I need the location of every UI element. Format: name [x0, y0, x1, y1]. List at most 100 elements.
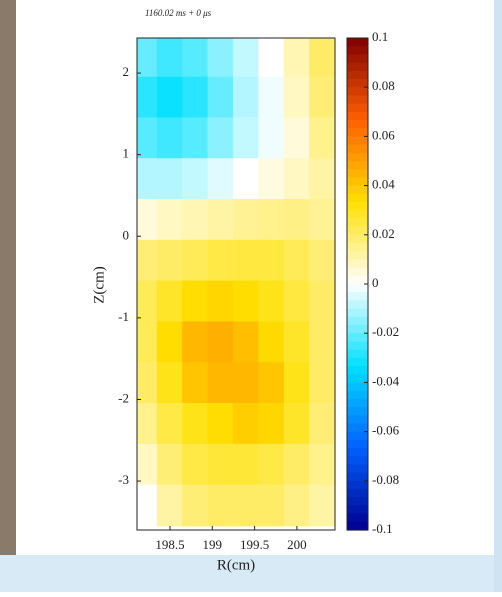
background-photo	[0, 0, 16, 560]
cell	[258, 239, 285, 282]
cell	[137, 239, 158, 282]
colorbar-segment	[347, 177, 368, 187]
cell	[258, 443, 285, 486]
cell	[137, 443, 158, 486]
chart-title: 1160.02 ms + 0 μs	[145, 8, 212, 18]
colorbar-segment	[347, 275, 368, 285]
cell	[309, 280, 335, 323]
cell	[207, 443, 234, 486]
colorbar-tick-label: 0	[372, 275, 379, 290]
cell	[232, 158, 260, 201]
cell	[258, 117, 285, 160]
cell	[232, 199, 260, 241]
cell	[283, 362, 311, 405]
cell	[232, 239, 260, 282]
cell	[232, 38, 260, 78]
cell	[232, 362, 260, 405]
cell	[258, 76, 285, 119]
colorbar-tick-label: 0.1	[372, 29, 388, 44]
cell	[137, 38, 158, 78]
colorbar-segment	[347, 308, 368, 318]
colorbar-segment	[347, 111, 368, 121]
cell	[156, 199, 184, 241]
cell	[207, 117, 234, 160]
cell	[258, 280, 285, 323]
colorbar-segment	[347, 415, 368, 424]
cell	[309, 403, 335, 445]
colorbar-segment	[347, 472, 368, 482]
colorbar-segment	[347, 144, 368, 154]
colorbar-segment	[347, 95, 368, 105]
colorbar-segment	[347, 120, 368, 129]
cell	[207, 76, 234, 119]
cell	[137, 199, 158, 241]
colorbar-segment	[347, 513, 368, 523]
cell	[283, 239, 311, 282]
colorbar-segment	[347, 38, 368, 47]
colorbar-segment	[347, 333, 368, 342]
colorbar-segment	[347, 398, 368, 408]
cell	[283, 321, 311, 364]
cell	[283, 158, 311, 201]
colorbar-tick-label: -0.04	[372, 373, 400, 388]
cell	[309, 484, 335, 527]
colorbar-segment	[347, 284, 368, 293]
colorbar-segment	[347, 325, 368, 334]
colorbar-segment	[347, 366, 368, 375]
cell	[182, 280, 209, 323]
colorbar-segment	[347, 62, 368, 72]
cell	[207, 158, 234, 201]
cell	[258, 362, 285, 405]
x-tick-label: 200	[287, 537, 307, 552]
colorbar-segment	[347, 423, 368, 433]
colorbar-segment	[347, 185, 368, 195]
colorbar-segment	[347, 349, 368, 359]
cell	[283, 443, 311, 486]
cell	[232, 443, 260, 486]
colorbar-segment	[347, 136, 368, 146]
cell	[283, 76, 311, 119]
cell	[232, 76, 260, 119]
cell	[182, 117, 209, 160]
colorbar-segment	[347, 193, 368, 203]
y-tick-label: -2	[118, 390, 129, 405]
cell	[156, 38, 184, 78]
colorbar-segment	[347, 456, 368, 465]
cell	[283, 484, 311, 527]
y-axis-label: Z(cm)	[91, 266, 107, 303]
colorbar-segment	[347, 128, 368, 137]
colorbar-tick-label: 0.04	[372, 177, 395, 192]
colorbar-segment	[347, 226, 368, 236]
x-axis-label: R(cm)	[217, 557, 255, 573]
cell	[309, 443, 335, 486]
x-tick-label: 198.5	[155, 537, 184, 552]
colorbar-segment	[347, 431, 368, 441]
cell	[258, 321, 285, 364]
cell	[156, 280, 184, 323]
colorbar-segment	[347, 202, 368, 211]
colorbar-segment	[347, 218, 368, 228]
colorbar-segment	[347, 316, 368, 326]
colorbar-segment	[347, 87, 368, 96]
colorbar-segment	[347, 374, 368, 383]
colorbar-tick-label: 0.08	[372, 78, 395, 93]
colorbar-segment	[347, 267, 368, 277]
cell	[232, 484, 260, 527]
cell	[232, 117, 260, 160]
colorbar-tick-label: -0.08	[372, 472, 399, 487]
colorbar-segment	[347, 292, 368, 301]
cell	[137, 362, 158, 405]
colorbar-segment	[347, 54, 368, 64]
cell	[207, 199, 234, 241]
colorbar-segment	[347, 464, 368, 474]
cell	[156, 321, 184, 364]
cell	[156, 158, 184, 201]
colorbar-tick-label: -0.06	[372, 423, 400, 438]
cell	[207, 239, 234, 282]
colorbar-tick-label: 0.02	[372, 226, 395, 241]
colorbar-segment	[347, 497, 368, 506]
cell	[156, 117, 184, 160]
colorbar-segment	[347, 46, 368, 55]
cell	[309, 76, 335, 119]
